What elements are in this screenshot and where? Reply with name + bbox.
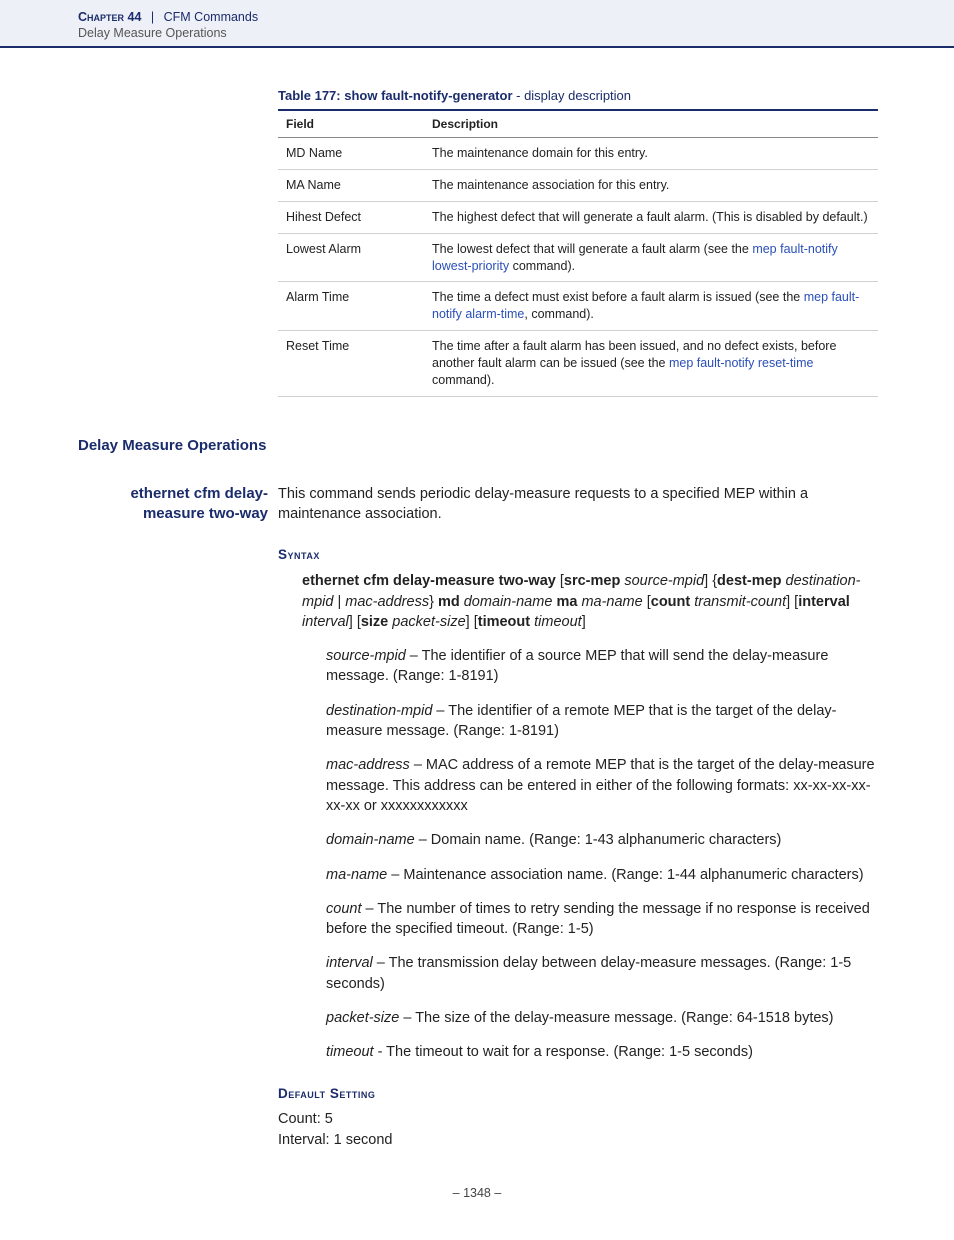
param-line: packet-size – The size of the delay-meas…	[326, 1008, 876, 1028]
default-line: Count: 5	[278, 1109, 876, 1129]
param-name: destination-mpid	[326, 703, 432, 719]
syntax-label: Syntax	[278, 546, 876, 565]
field-cell: Reset Time	[278, 331, 424, 397]
param-name: source-mpid	[326, 648, 406, 664]
header-line-2: Delay Measure Operations	[78, 26, 954, 40]
command-name: ethernet cfm delay- measure two-way	[78, 484, 278, 1150]
param-name: ma-name	[326, 867, 387, 883]
param-desc: – Domain name. (Range: 1-43 alphanumeric…	[415, 832, 782, 848]
table-caption-rest: - display description	[513, 88, 632, 103]
param-desc: – The transmission delay between delay-m…	[326, 955, 851, 991]
field-cell: Lowest Alarm	[278, 233, 424, 282]
param-name: interval	[326, 955, 373, 971]
page-number: – 1348 –	[78, 1186, 876, 1200]
param-desc: - The timeout to wait for a response. (R…	[374, 1044, 753, 1060]
page-content: Table 177: show fault-notify-generator -…	[0, 48, 954, 1240]
section-heading: Delay Measure Operations	[78, 437, 876, 454]
syntax-block: ethernet cfm delay-measure two-way [src-…	[302, 571, 876, 632]
section-label: CFM Commands	[164, 10, 258, 24]
param-name: timeout	[326, 1044, 374, 1060]
page-header: Chapter 44 | CFM Commands Delay Measure …	[0, 0, 954, 48]
desc-cell: The maintenance domain for this entry.	[424, 138, 878, 170]
cross-reference-link[interactable]: mep fault-notify lowest-priority	[432, 242, 838, 273]
table-caption: Table 177: show fault-notify-generator -…	[278, 88, 876, 103]
param-name: count	[326, 901, 361, 917]
desc-cell: The time after a fault alarm has been is…	[424, 331, 878, 397]
table-caption-bold: Table 177: show fault-notify-generator	[278, 88, 513, 103]
param-line: ma-name – Maintenance association name. …	[326, 865, 876, 885]
command-name-l1: ethernet cfm delay-	[130, 485, 268, 502]
param-line: source-mpid – The identifier of a source…	[326, 646, 876, 687]
table-row: Hihest DefectThe highest defect that wil…	[278, 201, 878, 233]
cross-reference-link[interactable]: mep fault-notify alarm-time	[432, 290, 859, 321]
param-desc: – Maintenance association name. (Range: …	[387, 867, 863, 883]
table-row: Lowest AlarmThe lowest defect that will …	[278, 233, 878, 282]
command-body: This command sends periodic delay-measur…	[278, 484, 876, 1150]
param-desc: – The size of the delay-measure message.…	[399, 1010, 833, 1026]
field-cell: Hihest Defect	[278, 201, 424, 233]
default-setting-label: Default Setting	[278, 1085, 876, 1104]
param-line: count – The number of times to retry sen…	[326, 899, 876, 940]
command-block: ethernet cfm delay- measure two-way This…	[78, 484, 876, 1150]
table-row: MA NameThe maintenance association for t…	[278, 169, 878, 201]
param-desc: – The number of times to retry sending t…	[326, 901, 870, 937]
desc-cell: The maintenance association for this ent…	[424, 169, 878, 201]
chapter-label: Chapter 44	[78, 10, 141, 24]
table-row: Alarm TimeThe time a defect must exist b…	[278, 282, 878, 331]
desc-cell: The highest defect that will generate a …	[424, 201, 878, 233]
desc-cell: The time a defect must exist before a fa…	[424, 282, 878, 331]
field-cell: MA Name	[278, 169, 424, 201]
desc-cell: The lowest defect that will generate a f…	[424, 233, 878, 282]
param-line: mac-address – MAC address of a remote ME…	[326, 755, 876, 816]
param-name: packet-size	[326, 1010, 399, 1026]
command-name-l2: measure two-way	[143, 505, 268, 522]
header-line-1: Chapter 44 | CFM Commands	[78, 10, 954, 24]
cross-reference-link[interactable]: mep fault-notify reset-time	[669, 356, 814, 370]
table-header-row: Field Description	[278, 110, 878, 138]
param-name: mac-address	[326, 757, 410, 773]
command-intro: This command sends periodic delay-measur…	[278, 484, 876, 525]
table-row: Reset TimeThe time after a fault alarm h…	[278, 331, 878, 397]
param-line: domain-name – Domain name. (Range: 1-43 …	[326, 830, 876, 850]
param-name: domain-name	[326, 832, 415, 848]
param-line: interval – The transmission delay betwee…	[326, 953, 876, 994]
description-table: Field Description MD NameThe maintenance…	[278, 109, 878, 397]
field-cell: MD Name	[278, 138, 424, 170]
param-line: timeout - The timeout to wait for a resp…	[326, 1042, 876, 1062]
table-row: MD NameThe maintenance domain for this e…	[278, 138, 878, 170]
default-line: Interval: 1 second	[278, 1130, 876, 1150]
field-cell: Alarm Time	[278, 282, 424, 331]
param-line: destination-mpid – The identifier of a r…	[326, 701, 876, 742]
col-description: Description	[424, 110, 878, 138]
pipe-separator: |	[151, 10, 154, 24]
col-field: Field	[278, 110, 424, 138]
